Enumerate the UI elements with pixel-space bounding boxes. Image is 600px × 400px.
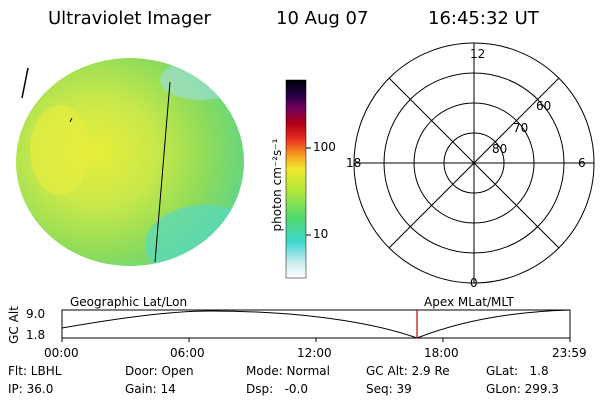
orbit-right-title: Apex MLat/MLT [424,295,514,309]
status-glon: GLon: 299.3 [486,382,559,396]
polar-label-0: 0 [470,276,478,290]
status-mode: Mode: Normal [246,364,330,378]
status-filter: Flt: LBHL [8,364,62,378]
status-ip: IP: 36.0 [8,382,54,396]
uv-image [16,58,244,266]
colorbar-tick-10: 10 [313,227,329,241]
colorbar-tick-100: 100 [313,140,336,154]
status-dsp: Dsp: -0.0 [246,382,309,396]
limb-mark-small [69,117,73,123]
orbit-x-tick-1: 06:00 [170,346,205,360]
polar-label-12: 12 [470,47,486,61]
orbit-x-tick-2: 12:00 [297,346,332,360]
status-gc-alt: GC Alt: 2.9 Re [366,364,450,378]
polar-plot [353,42,595,284]
orbit-y-axis-label: GC Alt [7,306,21,344]
status-seq: Seq: 39 [366,382,412,396]
colorbar-unit-label: photon cm⁻²s⁻¹ [270,138,284,232]
status-gain: Gain: 14 [125,382,176,396]
terminator-line [154,81,171,263]
orbit-y-tick-bottom: 1.8 [26,328,46,342]
observation-date: 10 Aug 07 [276,8,369,29]
polar-lat-80: 80 [492,142,508,156]
colorbar [285,79,311,279]
orbit-panel [61,309,571,342]
instrument-title: Ultraviolet Imager [48,8,211,29]
altitude-curve [61,309,571,339]
status-glat: GLat: 1.8 [486,364,549,378]
orbit-left-title: Geographic Lat/Lon [70,295,188,309]
polar-lat-70: 70 [513,121,529,135]
orbit-x-tick-3: 18:00 [424,346,459,360]
orbit-x-tick-0: 00:00 [44,346,79,360]
limb-mark [21,67,29,99]
status-door: Door: Open [125,364,194,378]
observation-time: 16:45:32 UT [428,8,539,29]
orbit-x-tick-4: 23:59 [552,346,587,360]
polar-label-6: 6 [578,156,586,170]
polar-label-18: 18 [346,156,362,170]
polar-lat-60: 60 [536,99,552,113]
orbit-y-tick-top: 9.0 [26,307,46,321]
